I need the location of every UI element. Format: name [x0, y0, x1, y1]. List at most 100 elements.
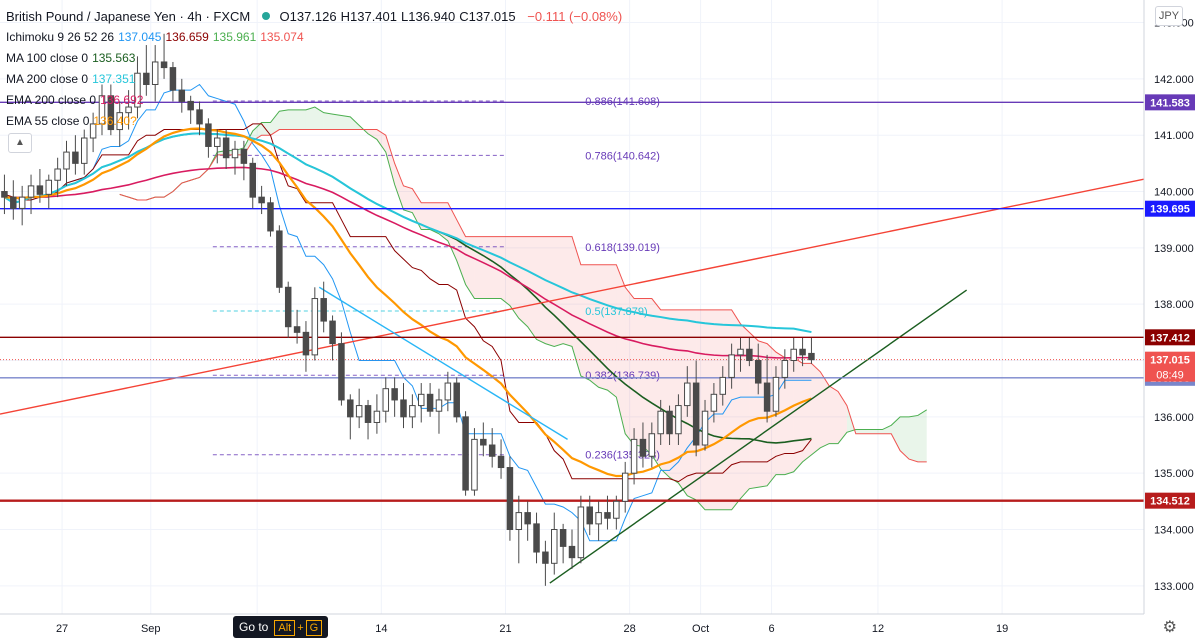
- currency-label[interactable]: JPY: [1155, 6, 1183, 26]
- candle-body: [799, 348, 806, 356]
- candle-body: [364, 405, 372, 423]
- x-tick-label: 21: [499, 623, 511, 635]
- cloud-segment: [873, 429, 883, 434]
- candle: [196, 101, 203, 136]
- candle: [382, 377, 390, 423]
- indicator-lines: [3, 83, 927, 542]
- candle-body: [639, 438, 647, 457]
- candle: [143, 45, 150, 96]
- candle-body: [98, 95, 106, 125]
- cloud-segment: [793, 357, 803, 472]
- candle-body: [471, 438, 478, 491]
- indicator-name: MA 200 close 0: [6, 72, 89, 86]
- y-tick-label: 136.000: [1154, 412, 1194, 424]
- candle-body: [116, 112, 123, 131]
- candle-body: [134, 72, 141, 108]
- candle: [586, 495, 593, 536]
- fib-level-label: 0.786(140.642): [585, 150, 660, 162]
- candle-body: [417, 393, 425, 407]
- gear-icon[interactable]: ⚙: [1162, 619, 1177, 636]
- candle-body: [222, 137, 230, 159]
- cloud-segment: [678, 309, 688, 496]
- indicator-name: Ichimoku 9 26 52 26: [6, 30, 115, 44]
- candle: [27, 174, 35, 215]
- cloud-segment: [554, 236, 564, 347]
- cloud-segment: [669, 309, 679, 484]
- candle-body: [772, 376, 780, 412]
- candle-body: [497, 455, 505, 469]
- candle-body: [488, 444, 496, 457]
- indicator-row[interactable]: MA 200 close 0 137.351: [6, 69, 622, 90]
- candle: [746, 337, 753, 367]
- candle-body: [196, 109, 203, 125]
- x-tick-label: 6: [768, 623, 774, 635]
- candle: [497, 439, 505, 479]
- price-tag-label: 139.695: [1150, 204, 1190, 216]
- candle-body: [267, 202, 274, 232]
- cloud-segment: [314, 107, 324, 130]
- candle-body: [480, 438, 487, 446]
- goto-label: Go to: [239, 620, 269, 634]
- collapse-legend-button[interactable]: ▲: [8, 133, 32, 153]
- candle: [284, 281, 292, 338]
- candle: [347, 394, 354, 440]
- candle: [302, 321, 310, 372]
- cloud-segment: [492, 236, 502, 299]
- symbol-title[interactable]: British Pound / Japanese Yen · 4h · FXCM: [6, 9, 251, 24]
- cloud-segment: [829, 385, 839, 444]
- candle: [276, 225, 283, 293]
- candle-body: [754, 360, 762, 384]
- candle-body: [781, 360, 789, 378]
- alt-key: Alt: [274, 620, 296, 636]
- candle: [338, 332, 345, 406]
- x-tick-label: 12: [872, 623, 884, 635]
- candle: [577, 495, 585, 564]
- market-status-dot: [261, 12, 270, 20]
- candle: [808, 337, 815, 364]
- cloud-segment: [332, 114, 342, 130]
- cloud-segment: [607, 264, 617, 398]
- candle: [63, 140, 70, 186]
- candle-body: [311, 298, 319, 356]
- indicator-row[interactable]: MA 100 close 0 135.563: [6, 48, 622, 69]
- indicator-row[interactable]: Ichimoku 9 26 52 26 137.045 136.659 135.961…: [6, 27, 622, 48]
- goto-date-button[interactable]: Go to Alt + G: [233, 616, 329, 638]
- candle: [231, 140, 239, 175]
- candle: [10, 180, 17, 220]
- candle: [267, 197, 274, 237]
- indicator-name: MA 100 close 0: [6, 51, 89, 65]
- ichimoku-cloud: [119, 107, 927, 510]
- cloud-segment: [900, 416, 909, 460]
- candle: [692, 360, 700, 457]
- indicator-row[interactable]: EMA 55 close 0 136.40?: [6, 111, 622, 132]
- candle: [444, 371, 452, 412]
- candle-body: [462, 416, 469, 491]
- y-tick-label: 134.000: [1154, 525, 1194, 537]
- candle-body: [355, 405, 363, 418]
- trend-lines: [0, 178, 1145, 584]
- cloud-segment: [908, 415, 918, 462]
- cloud-segment: [385, 135, 395, 185]
- cloud-segment: [660, 309, 670, 478]
- candle: [160, 33, 168, 79]
- ohlc-values: O137.126 H137.401 L136.940 C137.015: [280, 9, 520, 24]
- candle: [1, 174, 8, 215]
- price-tag: [1145, 492, 1195, 509]
- indicator-name: EMA 55 close 0: [6, 114, 90, 128]
- indicator-row[interactable]: EMA 200 close 0 136.692: [6, 90, 622, 111]
- price-tag: [1145, 200, 1195, 217]
- price-tag-label: 141.583: [1150, 97, 1190, 109]
- y-tick-label: 140.000: [1154, 187, 1194, 199]
- indicator-name: EMA 200 close 0: [6, 93, 97, 107]
- candle-body: [666, 410, 673, 435]
- candle: [125, 90, 132, 130]
- candle: [18, 185, 26, 226]
- candle: [666, 405, 673, 446]
- candle-body: [435, 399, 443, 412]
- candle-body: [125, 106, 132, 114]
- ma-200-line: [3, 132, 812, 334]
- candle-body: [426, 393, 434, 412]
- candle: [187, 95, 194, 124]
- candle: [675, 394, 682, 446]
